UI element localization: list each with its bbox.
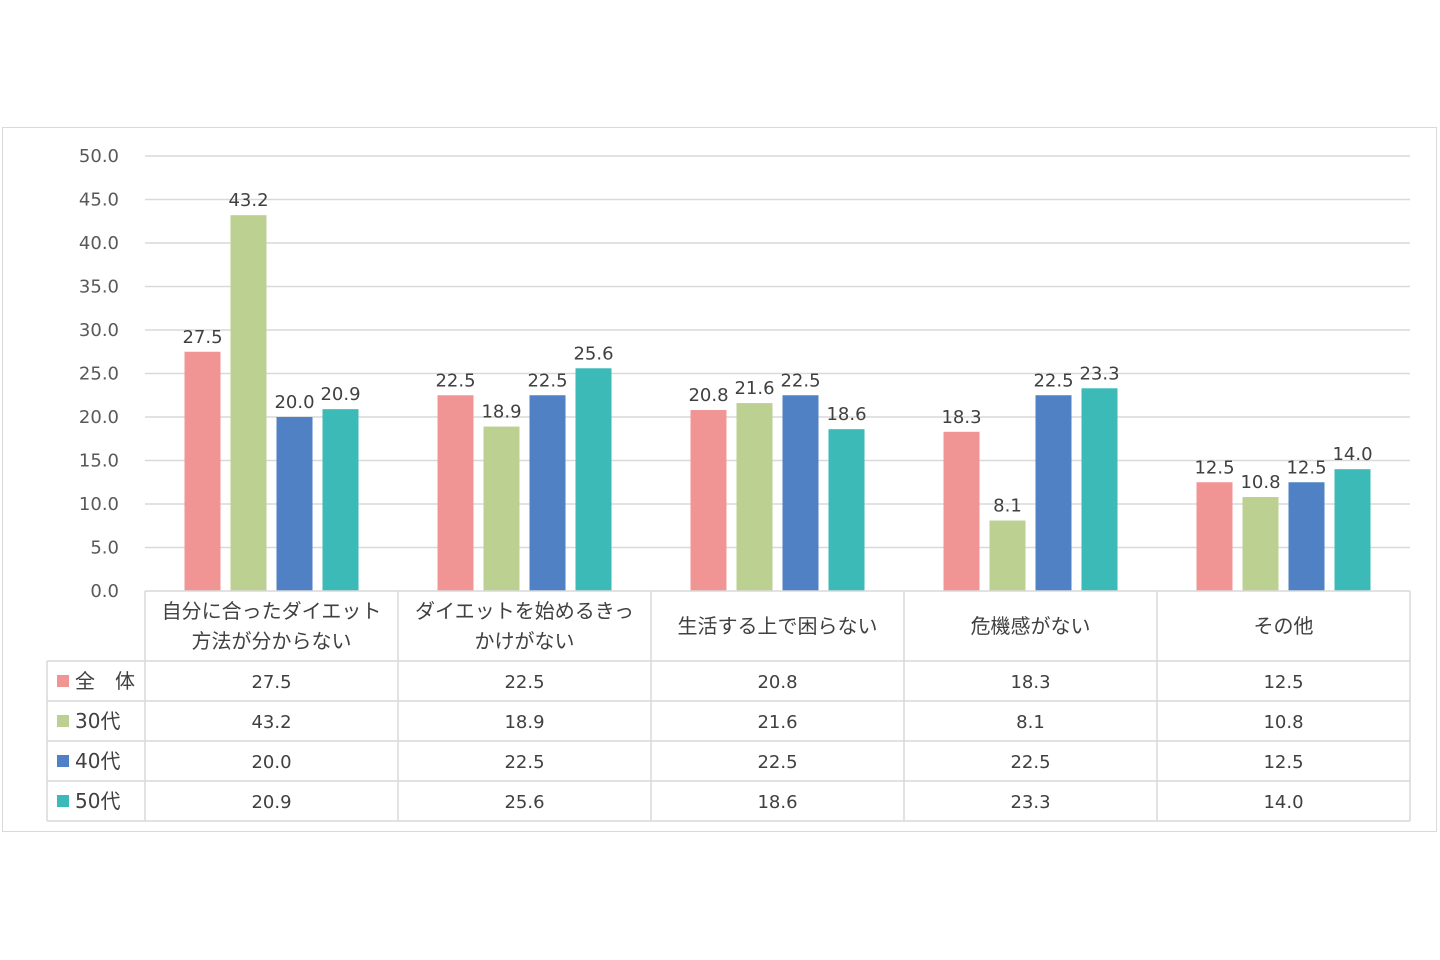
data-label: 25.6 [573,343,613,364]
table-cell-value: 20.0 [251,752,291,773]
bar [1288,482,1325,591]
table-cell-value: 18.9 [504,712,544,733]
table-cell-value: 12.5 [1263,752,1303,773]
table-cell-value: 20.8 [757,672,797,693]
data-label: 18.3 [941,407,981,428]
y-tick-label: 30.0 [79,320,119,341]
data-label: 20.8 [688,385,728,406]
data-label: 8.1 [993,496,1022,517]
data-label: 12.5 [1194,457,1234,478]
data-label: 18.9 [481,402,521,423]
bar [276,417,313,591]
bar [736,403,773,591]
x-category-label: その他 [1254,614,1314,638]
bar [1081,388,1118,591]
data-label: 22.5 [780,370,820,391]
data-label: 20.9 [320,384,360,405]
bar [437,395,474,591]
legend-key [57,795,69,807]
y-tick-label: 20.0 [79,407,119,428]
table-cell-value: 43.2 [251,712,291,733]
table-cell-value: 22.5 [757,752,797,773]
table-cell-value: 21.6 [757,712,797,733]
table-cell-value: 22.5 [1010,752,1050,773]
x-category-label: 自分に合ったダイエット [162,599,382,623]
table-cell-value: 8.1 [1016,712,1045,733]
table-cell-value: 22.5 [504,672,544,693]
data-label: 22.5 [1033,370,1073,391]
legend-label: 40代 [75,749,120,773]
table-cell-value: 12.5 [1263,672,1303,693]
bar [943,431,980,591]
table-cell-value: 10.8 [1263,712,1303,733]
y-tick-label: 0.0 [90,581,119,602]
bar [690,410,727,591]
legend-label: 30代 [75,709,120,733]
bar [1242,497,1279,591]
table-cell-value: 22.5 [504,752,544,773]
chart-frame: 0.0 5.0 10.0 15.0 20.0 25.0 30.0 35.0 40.0 45.0 50… [2,127,1437,832]
bar [575,368,612,591]
y-tick-label: 35.0 [79,277,119,298]
data-label: 18.6 [826,404,866,425]
x-category-label: 生活する上で困らない [678,614,878,638]
bar [322,409,359,591]
bar [529,395,566,591]
y-tick-label: 25.0 [79,364,119,385]
data-label: 27.5 [182,327,222,348]
bar [989,520,1026,591]
data-label: 22.5 [527,370,567,391]
table-cell-value: 23.3 [1010,792,1050,813]
bar [782,395,819,591]
bar [1334,469,1371,591]
bar [483,426,520,591]
table-cell-value: 14.0 [1263,792,1303,813]
data-label: 23.3 [1079,363,1119,384]
legend-key [57,675,69,687]
data-label: 20.0 [274,392,314,413]
bar [184,351,221,591]
x-category-label: 危機感がない [971,614,1091,638]
data-label: 22.5 [435,370,475,391]
bar [828,429,865,591]
data-label: 12.5 [1286,457,1326,478]
x-category-label: かけがない [475,629,575,653]
legend-label: 全 体 [75,669,135,693]
y-tick-label: 40.0 [79,233,119,254]
bar-chart: 0.0 5.0 10.0 15.0 20.0 25.0 30.0 35.0 40.0 45.0 50… [46,146,1411,822]
y-tick-label: 5.0 [90,538,119,559]
x-category-label: ダイエットを始めるきっ [415,599,634,623]
y-tick-label: 10.0 [79,494,119,515]
table-cell-value: 25.6 [504,792,544,813]
bar [230,215,267,591]
data-label: 43.2 [228,190,268,211]
table-cell-value: 20.9 [251,792,291,813]
bar [1035,395,1072,591]
y-tick-label: 45.0 [79,190,119,211]
legend-key [57,755,69,767]
data-label: 21.6 [734,378,774,399]
bar [1196,482,1233,591]
table-cell-value: 27.5 [251,672,291,693]
legend-label: 50代 [75,789,120,813]
table-cell-value: 18.3 [1010,672,1050,693]
data-label: 10.8 [1240,472,1280,493]
y-tick-label: 15.0 [79,451,119,472]
y-tick-label: 50.0 [79,146,119,167]
data-label: 14.0 [1332,444,1372,465]
table-cell-value: 18.6 [757,792,797,813]
x-category-label: 方法が分からない [192,629,352,653]
legend-key [57,715,69,727]
